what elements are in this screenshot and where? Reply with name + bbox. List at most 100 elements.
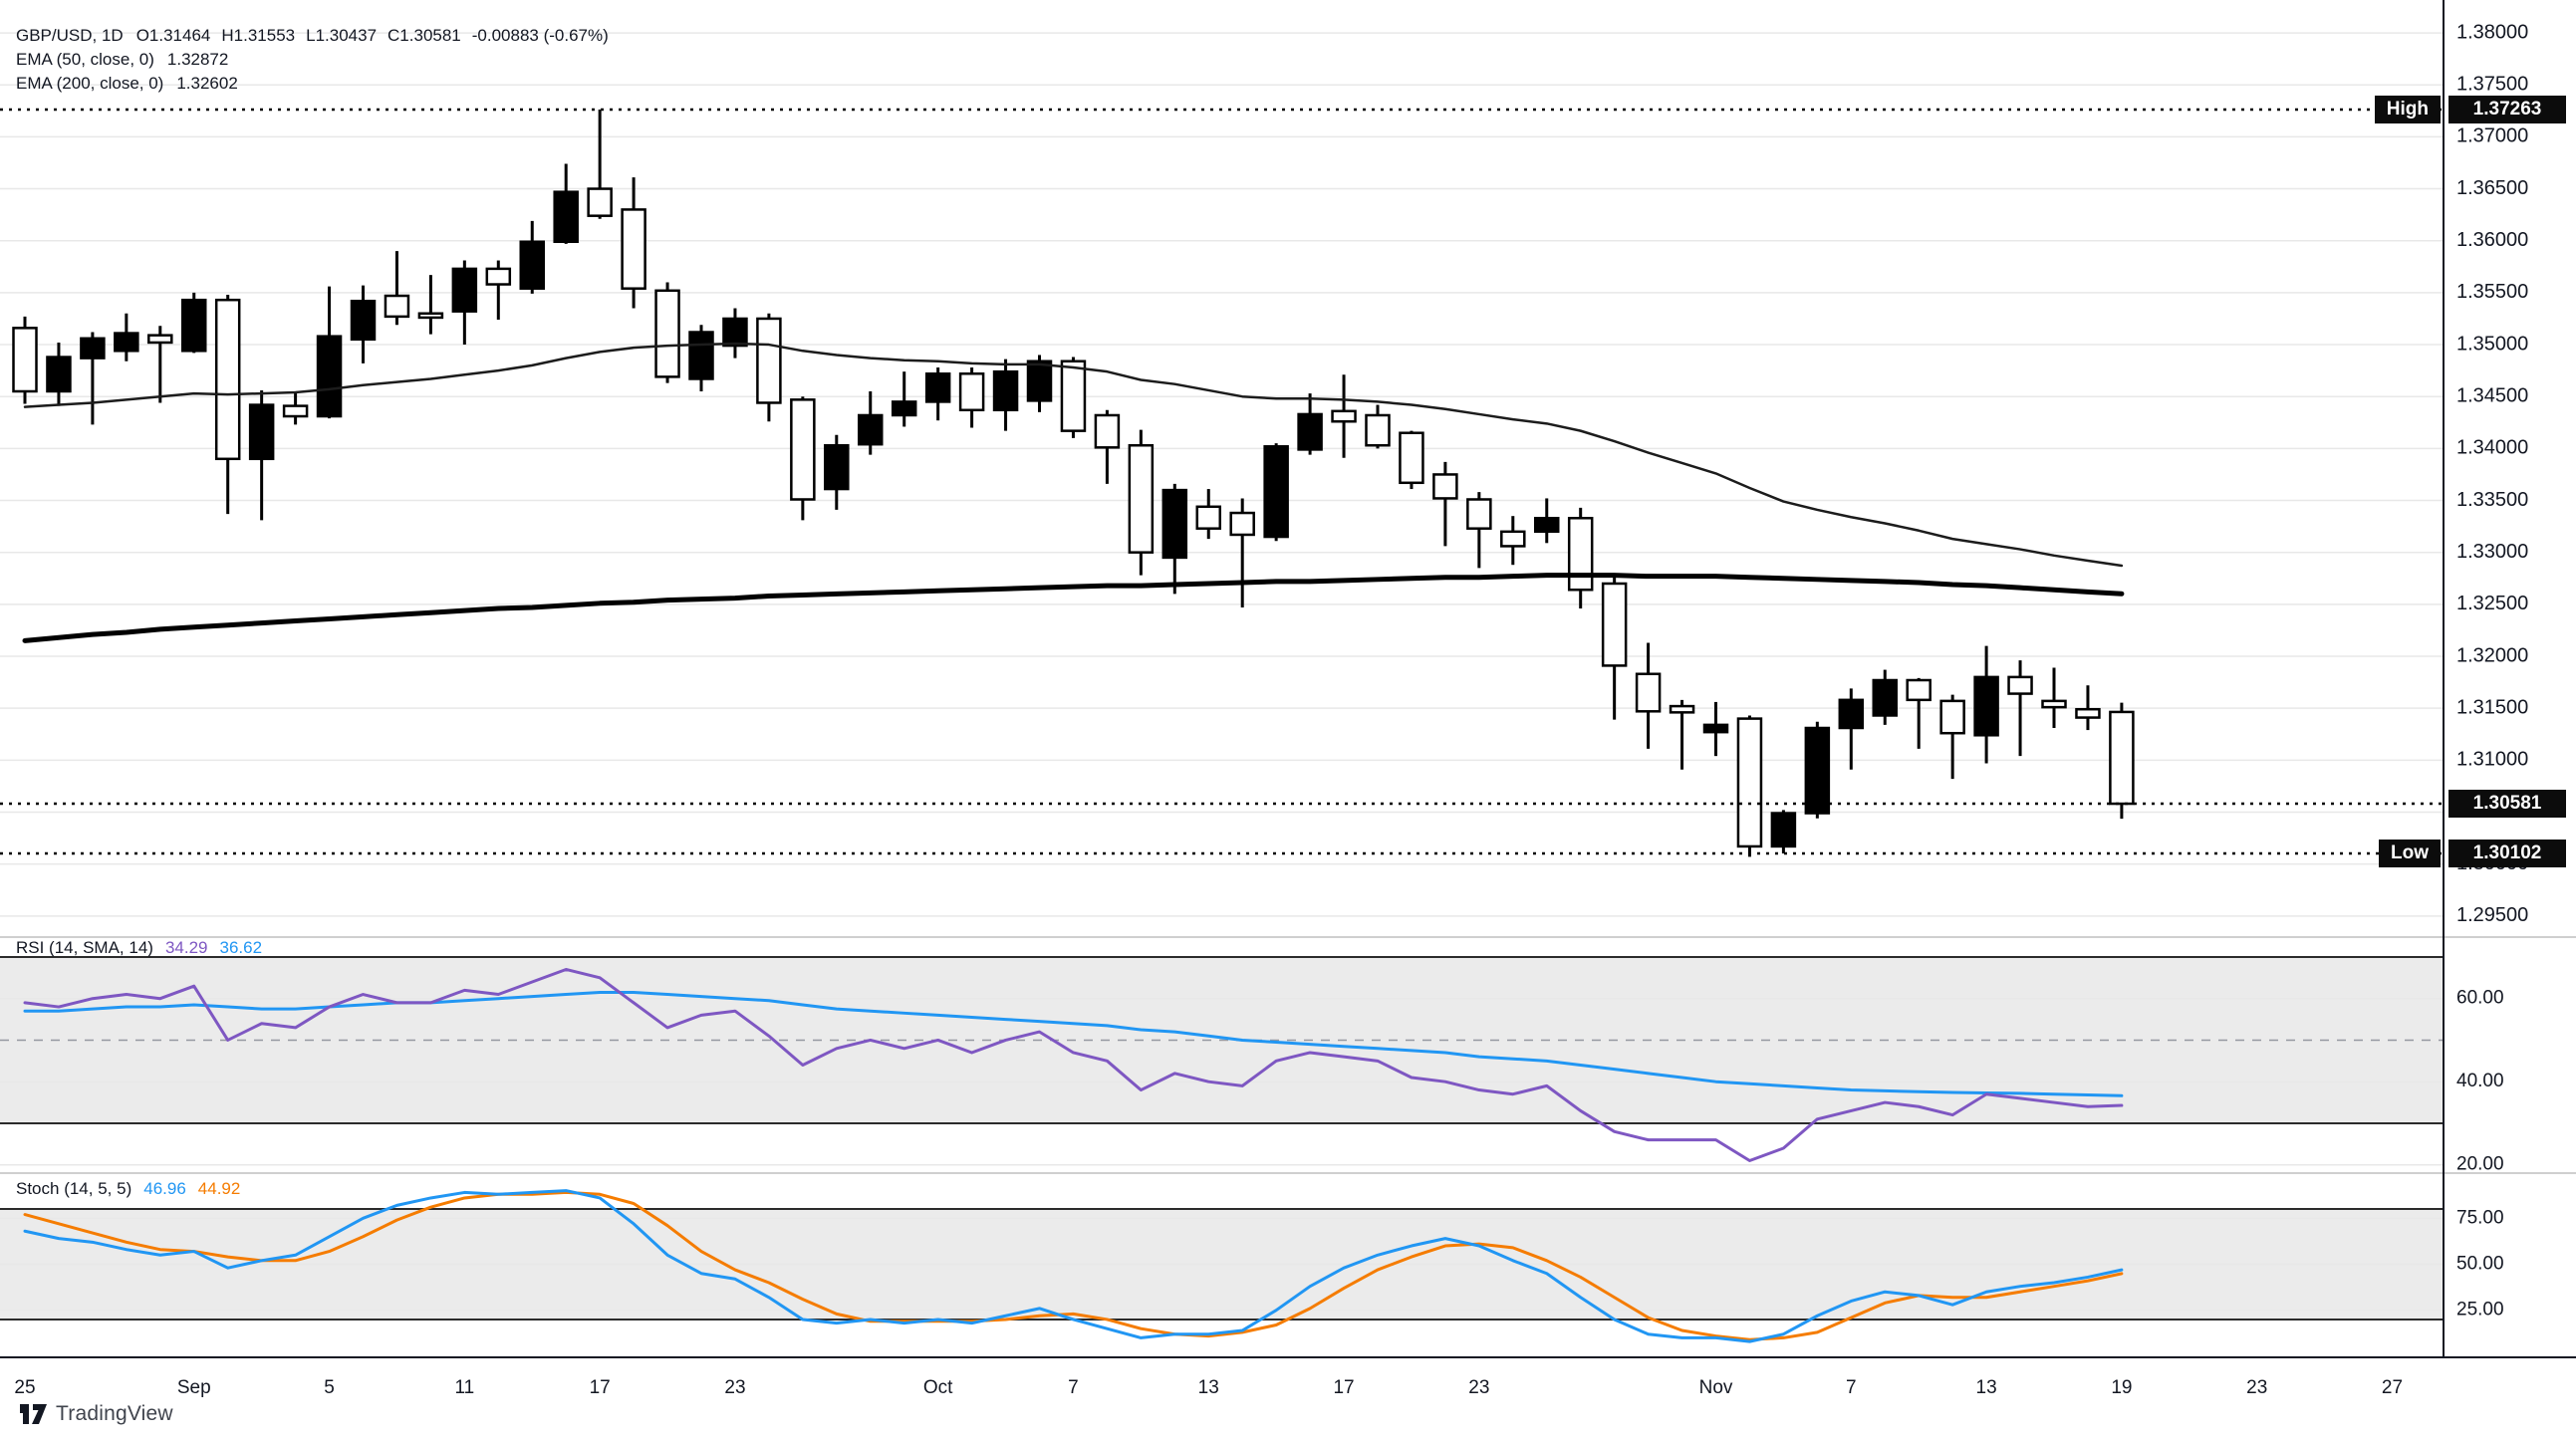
candle-body bbox=[891, 400, 917, 417]
candle-sep-26 bbox=[824, 434, 850, 510]
candle-body bbox=[46, 356, 72, 393]
rsi-axis-label: 20.00 bbox=[2456, 1154, 2504, 1175]
candle-body bbox=[1601, 582, 1628, 667]
candle-nov-18 bbox=[2075, 685, 2101, 731]
price-axis-label: 1.29500 bbox=[2456, 904, 2528, 926]
price-axis-label: 1.36500 bbox=[2456, 177, 2528, 199]
price-axis-label: 1.36000 bbox=[2456, 229, 2528, 251]
time-axis-label: 19 bbox=[2111, 1377, 2132, 1398]
candle-nov-13 bbox=[1973, 645, 1999, 764]
time-axis-label: Oct bbox=[923, 1377, 953, 1398]
candle-oct-9 bbox=[1128, 429, 1155, 576]
candle-body bbox=[519, 240, 545, 290]
candle-body bbox=[1567, 517, 1594, 592]
ema200-legend-row[interactable]: EMA (200, close, 0) 1.32602 bbox=[16, 72, 620, 96]
candle-sep-1 bbox=[181, 292, 207, 354]
candle-body bbox=[316, 335, 343, 418]
candle-body bbox=[553, 190, 579, 244]
candle-oct-7 bbox=[1060, 357, 1087, 438]
candle-oct-1 bbox=[924, 366, 951, 421]
candle-body bbox=[1838, 698, 1865, 730]
price-axis-label: 1.37500 bbox=[2456, 74, 2528, 96]
time-axis-label: 23 bbox=[2246, 1377, 2267, 1398]
candle-body bbox=[722, 317, 748, 348]
rsi-line bbox=[23, 967, 2124, 1163]
candle-body bbox=[181, 298, 207, 353]
low-price-badge: 1.30102 bbox=[2448, 840, 2566, 868]
price-axis-label: 1.31000 bbox=[2456, 749, 2528, 771]
candle-body bbox=[1736, 717, 1763, 848]
price-axis-label: 1.31500 bbox=[2456, 696, 2528, 718]
time-axis-label: 27 bbox=[2382, 1377, 2403, 1398]
time-axis-label: Nov bbox=[1699, 1377, 1733, 1398]
stoch-legend-row[interactable]: Stoch (14, 5, 5) 46.96 44.92 bbox=[16, 1179, 240, 1199]
stoch-d-line bbox=[23, 1190, 2124, 1341]
candle-body bbox=[1128, 443, 1155, 554]
legend-change: -0.00883 (-0.67%) bbox=[471, 26, 609, 45]
candle-aug-25 bbox=[12, 316, 38, 404]
time-axis-label: 7 bbox=[1068, 1377, 1079, 1398]
candle-body bbox=[1229, 511, 1255, 537]
candle-nov-17 bbox=[2041, 667, 2067, 728]
candle-oct-15 bbox=[1263, 443, 1289, 542]
time-axis-label: Sep bbox=[177, 1377, 211, 1398]
candle-sep-5 bbox=[316, 286, 343, 419]
candle-body bbox=[2109, 710, 2135, 806]
candle-body bbox=[1906, 678, 1932, 702]
ema200-value: 1.32602 bbox=[176, 74, 238, 93]
tradingview-logo[interactable]: TradingView bbox=[20, 1402, 173, 1426]
time-axis-label: 17 bbox=[1333, 1377, 1354, 1398]
candle-sep-30 bbox=[891, 371, 917, 427]
candle-oct-17 bbox=[1331, 374, 1357, 458]
candle-sep-9 bbox=[384, 251, 410, 326]
candle-body bbox=[147, 334, 173, 345]
candle-body bbox=[1195, 505, 1221, 530]
candle-sep-11 bbox=[451, 260, 478, 346]
candle-nov-12 bbox=[1939, 694, 1965, 780]
candle-nov-6 bbox=[1804, 721, 1831, 819]
stoch-d-value: 44.92 bbox=[197, 1179, 241, 1198]
ema50-legend-row[interactable]: EMA (50, close, 0) 1.32872 bbox=[16, 48, 620, 72]
candle-aug-28 bbox=[114, 313, 139, 361]
candle-body bbox=[384, 294, 410, 319]
candle-sep-8 bbox=[350, 285, 377, 363]
rsi-legend-row[interactable]: RSI (14, SMA, 14) 34.29 36.62 bbox=[16, 938, 274, 958]
rsi-ma-value: 36.62 bbox=[219, 938, 263, 957]
time-axis-label: 23 bbox=[1468, 1377, 1489, 1398]
tradingview-logo-icon bbox=[20, 1404, 47, 1424]
legend-open: O1.31464 bbox=[135, 26, 211, 45]
candle-nov-5 bbox=[1770, 810, 1797, 854]
candle-sep-25 bbox=[790, 396, 816, 521]
time-axis-label: 13 bbox=[1976, 1377, 1997, 1398]
candle-oct-16 bbox=[1297, 393, 1323, 455]
stoch-k-line bbox=[23, 1189, 2124, 1343]
candle-oct-20 bbox=[1365, 404, 1391, 449]
candle-nov-4 bbox=[1736, 715, 1763, 857]
candle-body bbox=[1702, 723, 1729, 734]
candle-body bbox=[1973, 675, 1999, 737]
candle-body bbox=[1399, 431, 1424, 485]
candle-sep-24 bbox=[756, 313, 782, 422]
price-axis-label: 1.34500 bbox=[2456, 384, 2528, 406]
candle-body bbox=[1432, 473, 1458, 500]
symbol-title: GBP/USD, 1D bbox=[16, 26, 124, 45]
time-axis-label: 5 bbox=[324, 1377, 335, 1398]
candle-body bbox=[958, 372, 985, 412]
stoch-axis-label: 75.00 bbox=[2456, 1207, 2504, 1228]
candle-sep-12 bbox=[485, 260, 512, 321]
candle-nov-11 bbox=[1906, 677, 1932, 749]
candle-body bbox=[451, 267, 478, 313]
candle-body bbox=[1872, 678, 1898, 717]
stoch-label: Stoch (14, 5, 5) bbox=[16, 1179, 132, 1198]
legend-high: H1.31553 bbox=[221, 26, 296, 45]
symbol-ohlc-row[interactable]: GBP/USD, 1D O1.31464 H1.31553 L1.30437 C1.30… bbox=[16, 24, 620, 48]
candle-body bbox=[1094, 413, 1121, 449]
candle-nov-10 bbox=[1872, 669, 1898, 725]
candle-body bbox=[1060, 360, 1087, 432]
ema200-label: EMA (200, close, 0) bbox=[16, 74, 164, 93]
time-axis-label: 7 bbox=[1846, 1377, 1857, 1398]
candle-body bbox=[80, 337, 106, 360]
candle-oct-2 bbox=[958, 366, 985, 428]
candle-body bbox=[1770, 812, 1797, 848]
